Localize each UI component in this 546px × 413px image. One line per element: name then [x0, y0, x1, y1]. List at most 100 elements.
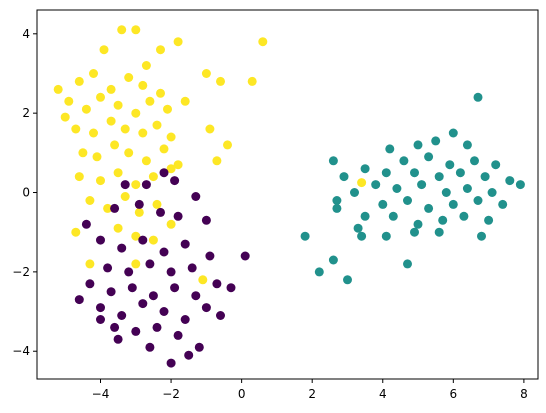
- data-point: [300, 231, 310, 241]
- data-point: [106, 116, 116, 126]
- data-point: [166, 358, 176, 368]
- data-point: [399, 156, 409, 166]
- data-point: [424, 152, 434, 162]
- data-point: [438, 215, 448, 225]
- data-point: [459, 211, 469, 221]
- data-point: [96, 303, 105, 313]
- data-point: [413, 140, 423, 150]
- data-point: [487, 188, 497, 197]
- data-point: [110, 322, 120, 332]
- data-point: [173, 330, 183, 340]
- y-axis-ticks: −4 −2 0 2 4: [12, 27, 37, 358]
- data-point: [455, 168, 465, 178]
- data-point: [381, 231, 391, 241]
- data-point: [216, 311, 225, 320]
- data-point: [201, 303, 211, 313]
- data-point: [60, 112, 70, 122]
- data-point: [357, 231, 367, 241]
- data-point: [212, 156, 222, 166]
- data-point: [184, 350, 194, 360]
- data-point: [124, 73, 134, 82]
- data-point: [85, 279, 95, 289]
- data-point: [328, 156, 338, 166]
- data-point: [117, 25, 127, 35]
- data-point: [166, 164, 176, 174]
- data-point: [120, 124, 130, 134]
- data-point: [180, 96, 190, 106]
- data-point: [85, 259, 95, 269]
- data-point: [180, 239, 190, 249]
- data-point: [113, 223, 123, 233]
- data-point: [148, 172, 158, 182]
- data-point: [71, 227, 81, 237]
- data-point: [110, 203, 120, 213]
- data-point: [148, 291, 158, 301]
- data-point: [448, 199, 458, 209]
- x-tick-label: 8: [520, 387, 528, 401]
- data-point: [191, 291, 201, 301]
- data-point: [332, 196, 342, 205]
- data-point: [81, 104, 91, 114]
- x-tick-label: −4: [92, 387, 110, 401]
- data-point: [212, 279, 222, 289]
- data-point: [156, 207, 165, 217]
- data-point: [360, 164, 370, 174]
- data-point: [71, 124, 81, 134]
- data-point: [194, 342, 204, 352]
- data-point: [131, 108, 141, 118]
- data-point: [170, 176, 180, 186]
- data-point: [113, 168, 123, 178]
- data-point: [226, 283, 236, 293]
- data-point: [417, 180, 427, 190]
- data-point: [78, 148, 88, 158]
- x-axis-ticks: −4 −2 0 2 4 6 8: [92, 379, 528, 401]
- data-point: [191, 192, 201, 201]
- data-point: [81, 219, 91, 229]
- data-point: [89, 69, 98, 78]
- data-point: [505, 176, 515, 186]
- data-point: [173, 160, 183, 170]
- data-point: [462, 140, 472, 150]
- data-point: [477, 231, 486, 241]
- data-point: [201, 215, 211, 225]
- data-point: [74, 76, 84, 86]
- data-point: [134, 207, 144, 217]
- data-point: [117, 311, 127, 320]
- data-point: [480, 172, 490, 182]
- data-point: [163, 104, 172, 114]
- data-point: [247, 76, 257, 86]
- data-point: [434, 172, 444, 182]
- data-point: [113, 100, 123, 110]
- data-point: [141, 156, 151, 166]
- data-point: [371, 180, 381, 190]
- data-point: [314, 267, 324, 277]
- data-point: [388, 211, 398, 221]
- data-point: [205, 124, 215, 134]
- data-point: [385, 144, 395, 154]
- x-tick-label: 0: [238, 387, 246, 401]
- data-point: [431, 136, 441, 146]
- data-point: [156, 45, 165, 55]
- data-point: [166, 132, 176, 142]
- data-point: [187, 263, 197, 273]
- data-point: [120, 192, 130, 201]
- data-point: [138, 235, 148, 245]
- data-point: [159, 247, 169, 257]
- y-tick-label: 4: [22, 27, 30, 41]
- data-point: [152, 199, 162, 209]
- data-point: [413, 219, 423, 229]
- data-point: [484, 215, 494, 225]
- data-point: [106, 84, 116, 94]
- data-point: [141, 61, 151, 70]
- data-point: [152, 322, 162, 332]
- data-point: [141, 180, 151, 190]
- data-point: [124, 267, 134, 277]
- data-point: [134, 199, 144, 209]
- data-point: [448, 128, 458, 138]
- data-point: [198, 275, 208, 285]
- axes-frame: [36, 9, 539, 380]
- data-point: [473, 92, 483, 102]
- data-point: [410, 168, 419, 178]
- data-point: [85, 196, 95, 205]
